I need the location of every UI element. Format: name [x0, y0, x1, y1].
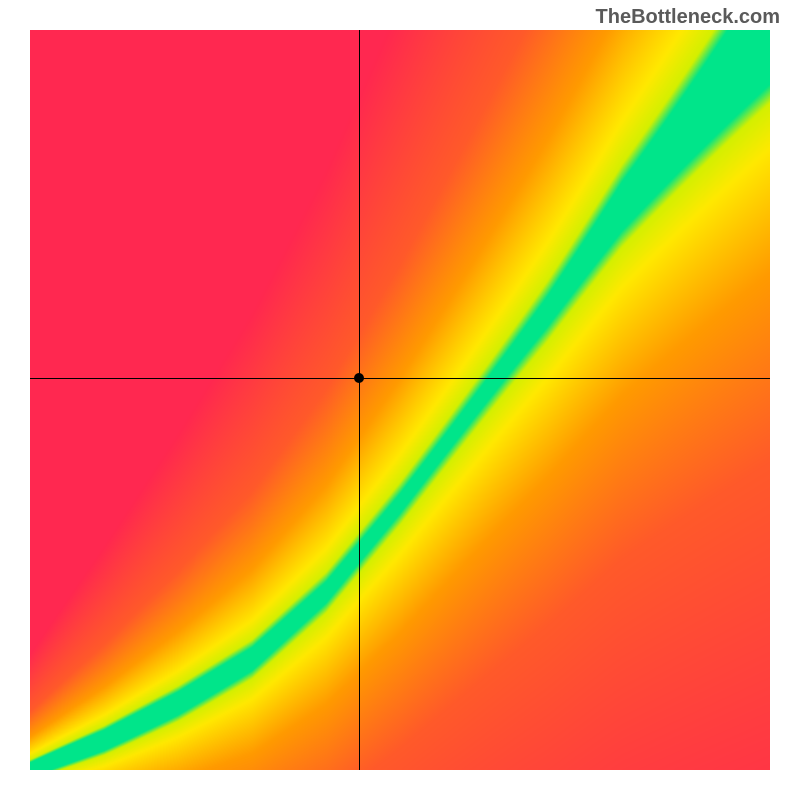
heatmap-canvas [30, 30, 770, 770]
crosshair-vertical-line [359, 30, 360, 770]
heatmap-chart [30, 30, 770, 770]
crosshair-point [354, 373, 364, 383]
watermark-text: TheBottleneck.com [596, 6, 780, 29]
crosshair-horizontal-line [30, 378, 770, 379]
